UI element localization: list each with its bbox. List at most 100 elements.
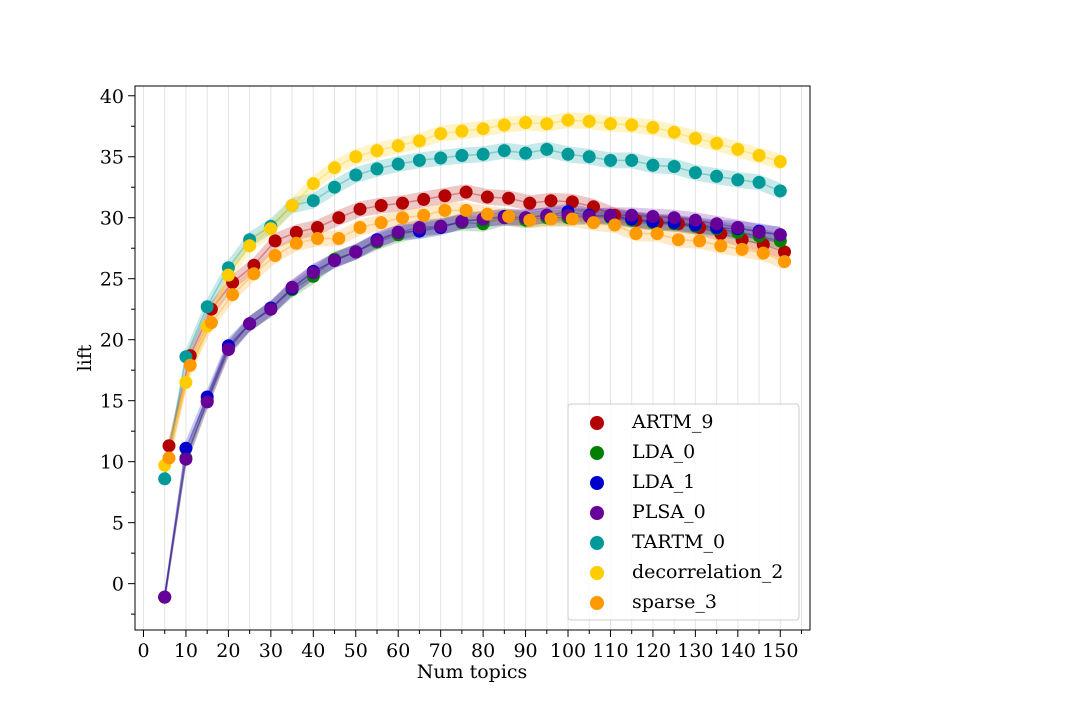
y-tick-label: 5	[112, 513, 124, 535]
point-PLSA_0	[285, 280, 299, 294]
legend-frame	[567, 403, 800, 621]
point-TARTM_0	[667, 160, 681, 173]
point-sparse_3	[332, 232, 346, 245]
legend-marker-LDA_0	[590, 446, 604, 460]
point-TARTM_0	[370, 162, 384, 176]
point-decorrelation_2	[349, 150, 363, 164]
point-PLSA_0	[179, 452, 193, 466]
point-decorrelation_2	[582, 114, 596, 128]
point-TARTM_0	[412, 153, 426, 167]
point-decorrelation_2	[370, 144, 384, 158]
point-sparse_3	[735, 242, 749, 256]
point-sparse_3	[650, 227, 664, 241]
y-tick-label: 10	[100, 452, 124, 474]
point-decorrelation_2	[731, 142, 745, 156]
point-TARTM_0	[519, 146, 533, 160]
point-PLSA_0	[752, 225, 766, 239]
point-ARTM_9	[311, 221, 324, 234]
point-sparse_3	[289, 236, 303, 250]
point-decorrelation_2	[667, 125, 681, 139]
x-tick-label: 10	[174, 640, 198, 662]
x-axis-label: Num topics	[417, 661, 528, 683]
point-PLSA_0	[243, 317, 257, 331]
legend-label: ARTM_9	[631, 411, 713, 433]
point-ARTM_9	[289, 225, 303, 239]
point-TARTM_0	[752, 175, 766, 189]
x-tick-label: 30	[259, 640, 283, 662]
point-decorrelation_2	[412, 134, 426, 148]
legend-marker-LDA_1	[590, 476, 604, 490]
point-sparse_3	[226, 288, 240, 302]
point-TARTM_0	[349, 168, 363, 182]
point-PLSA_0	[349, 245, 363, 259]
point-sparse_3	[162, 451, 176, 465]
point-decorrelation_2	[519, 116, 533, 130]
x-tick-label: 140	[720, 640, 756, 662]
point-sparse_3	[502, 210, 516, 223]
point-decorrelation_2	[646, 121, 660, 134]
point-ARTM_9	[778, 245, 791, 259]
y-tick-label: 15	[100, 391, 124, 413]
y-tick-label: 25	[100, 269, 124, 291]
point-PLSA_0	[158, 590, 172, 604]
point-decorrelation_2	[752, 149, 766, 162]
legend-label: TARTM_0	[632, 531, 725, 553]
point-ARTM_9	[438, 189, 452, 203]
point-PLSA_0	[625, 208, 639, 222]
y-tick-label: 40	[100, 86, 124, 108]
point-PLSA_0	[328, 253, 341, 267]
point-TARTM_0	[476, 147, 490, 161]
y-tick-label: 35	[100, 147, 124, 169]
point-PLSA_0	[221, 343, 235, 356]
point-decorrelation_2	[773, 155, 787, 169]
point-TARTM_0	[328, 180, 341, 194]
point-sparse_3	[544, 212, 558, 226]
legend-marker-PLSA_0	[590, 506, 604, 520]
x-tick-label: 40	[301, 640, 325, 662]
data-points	[158, 113, 791, 604]
x-tick-label: 120	[635, 640, 671, 662]
point-PLSA_0	[434, 219, 448, 233]
point-PLSA_0	[604, 208, 617, 222]
point-sparse_3	[608, 218, 622, 232]
legend-label: LDA_0	[632, 441, 695, 463]
x-tick-label: 130	[677, 640, 713, 662]
point-decorrelation_2	[497, 118, 511, 132]
legend-label: LDA_1	[632, 471, 695, 493]
x-tick-label: 70	[429, 640, 453, 662]
point-ARTM_9	[480, 190, 494, 204]
point-LDA_1	[179, 441, 193, 455]
point-decorrelation_2	[434, 127, 448, 141]
point-ARTM_9	[353, 202, 367, 216]
legend-marker-TARTM_0	[590, 536, 604, 550]
point-decorrelation_2	[688, 131, 702, 145]
point-PLSA_0	[412, 221, 426, 234]
legend-marker-ARTM_9	[590, 416, 604, 430]
point-TARTM_0	[391, 157, 405, 171]
point-decorrelation_2	[625, 118, 639, 132]
point-sparse_3	[756, 246, 770, 260]
point-ARTM_9	[374, 199, 388, 212]
point-decorrelation_2	[455, 124, 469, 138]
point-TARTM_0	[540, 142, 554, 156]
point-decorrelation_2	[476, 122, 490, 136]
y-tick-label: 30	[100, 208, 124, 230]
point-ARTM_9	[544, 194, 558, 208]
point-decorrelation_2	[285, 199, 299, 212]
point-TARTM_0	[561, 147, 575, 161]
point-TARTM_0	[158, 472, 172, 486]
x-tick-label: 80	[471, 640, 495, 662]
point-sparse_3	[311, 232, 324, 245]
point-PLSA_0	[200, 395, 214, 409]
point-sparse_3	[693, 234, 707, 248]
point-sparse_3	[480, 207, 494, 221]
point-ARTM_9	[162, 439, 176, 453]
x-tick-label: 60	[386, 640, 410, 662]
x-tick-label: 100	[550, 640, 586, 662]
point-PLSA_0	[710, 217, 724, 231]
x-tick-label: 90	[513, 640, 537, 662]
point-TARTM_0	[773, 184, 787, 198]
point-TARTM_0	[455, 149, 469, 162]
point-sparse_3	[565, 212, 579, 226]
point-sparse_3	[459, 203, 473, 217]
